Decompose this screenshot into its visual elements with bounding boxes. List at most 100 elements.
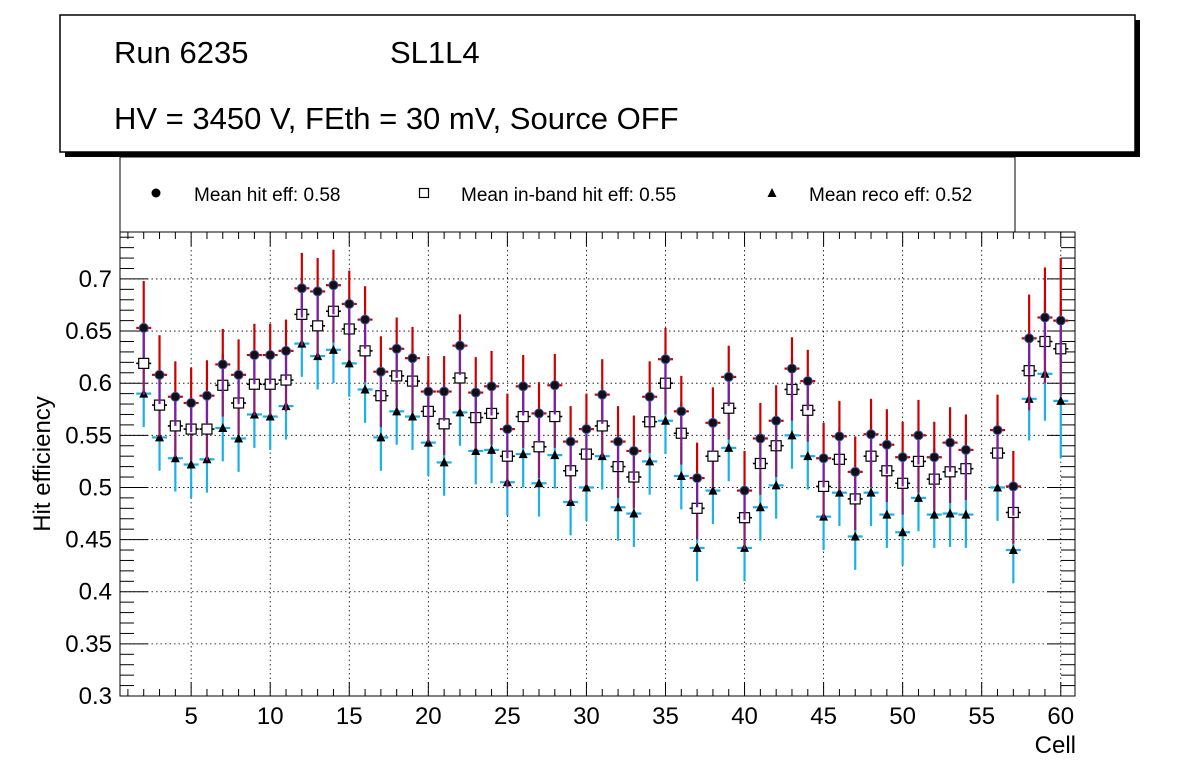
- reco-point: [1008, 545, 1018, 555]
- hit-point: [154, 369, 165, 380]
- hit-point: [897, 452, 908, 463]
- x-tick-label: 5: [184, 703, 197, 730]
- hit-point: [802, 376, 813, 387]
- reco-point: [234, 433, 244, 443]
- hit-point: [249, 350, 260, 361]
- reco-point: [376, 432, 386, 442]
- hit-point: [328, 280, 339, 291]
- reco-point: [392, 406, 402, 416]
- reco-point: [344, 358, 354, 368]
- legend-hit-label: Mean hit eff: 0.58: [194, 185, 340, 206]
- reco-point: [471, 445, 481, 455]
- hit-point: [186, 398, 197, 409]
- hit-point: [518, 381, 529, 392]
- hit-point: [850, 466, 861, 477]
- reco-point: [613, 502, 623, 512]
- inband-point: [201, 423, 213, 435]
- reco-point: [866, 487, 876, 497]
- axes: 5 10 15 20 25 30 35 40 45 50 55 60 0.3 0.35 0.4 0.45 0.5…: [65, 232, 1075, 730]
- legend-reco-marker: [767, 188, 777, 197]
- reco-point: [961, 509, 971, 519]
- reco-point: [1056, 395, 1066, 405]
- inband-point: [138, 357, 150, 369]
- reco-point: [660, 415, 670, 425]
- inband-point: [533, 441, 545, 453]
- legend: Mean hit eff: 0.58 Mean in-band hit eff:…: [119, 156, 1016, 233]
- run-label: Run 6235: [114, 35, 248, 70]
- y-tick-label: 0.6: [79, 370, 112, 397]
- hit-point: [771, 415, 782, 426]
- legend-inband-label: Mean in-band hit eff: 0.55: [461, 185, 676, 206]
- hit-point: [1008, 481, 1019, 492]
- hit-point: [866, 429, 877, 440]
- x-tick-label: 35: [652, 703, 679, 730]
- hit-point: [739, 485, 750, 496]
- hit-point: [660, 354, 671, 365]
- data-series: [136, 249, 1069, 584]
- hit-point: [581, 424, 592, 435]
- hit-point: [296, 283, 307, 294]
- y-tick-label: 0.45: [65, 527, 112, 554]
- reco-point: [913, 492, 923, 502]
- hit-point: [265, 350, 276, 361]
- legend-reco-label: Mean reco eff: 0.52: [809, 185, 972, 206]
- hit-point: [960, 444, 971, 455]
- reco-point: [186, 459, 196, 469]
- reco-point: [898, 527, 908, 537]
- reco-point: [803, 451, 813, 461]
- x-tick-label: 10: [257, 703, 284, 730]
- x-tick-label: 60: [1047, 703, 1074, 730]
- reco-point: [676, 470, 686, 480]
- info-box: Run 6235 SL1L4 HV = 3450 V, FEth = 30 mV…: [59, 14, 1140, 157]
- hit-point: [786, 363, 797, 374]
- hit-point: [723, 371, 734, 382]
- reco-point: [218, 423, 228, 433]
- reco-point: [265, 411, 275, 421]
- hit-point: [170, 391, 181, 402]
- y-tick-label: 0.5: [79, 474, 112, 501]
- hit-point: [1055, 315, 1066, 326]
- hit-point: [1024, 333, 1035, 344]
- reco-point: [439, 457, 449, 467]
- y-axis-title: Hit efficiency: [29, 396, 56, 532]
- reco-point: [360, 384, 370, 394]
- hit-point: [391, 343, 402, 354]
- reco-point: [581, 482, 591, 492]
- hit-point: [312, 286, 323, 297]
- reco-point: [787, 430, 797, 440]
- inband-point: [707, 450, 719, 462]
- reco-point: [929, 509, 939, 519]
- hit-point: [929, 452, 940, 463]
- reco-point: [882, 509, 892, 519]
- hit-point: [375, 366, 386, 377]
- chamber-label: SL1L4: [390, 35, 480, 70]
- x-tick-label: 40: [731, 703, 758, 730]
- reco-point: [455, 407, 465, 417]
- reco-point: [708, 485, 718, 495]
- x-tick-label: 30: [573, 703, 600, 730]
- reco-point: [550, 450, 560, 460]
- hit-point: [138, 322, 149, 333]
- x-tick-label: 20: [415, 703, 442, 730]
- y-tick-label: 0.4: [79, 579, 112, 606]
- hit-point: [360, 314, 371, 325]
- hit-point: [217, 359, 228, 370]
- x-tick-label: 15: [336, 703, 363, 730]
- x-tick-label: 50: [889, 703, 916, 730]
- hit-point: [992, 425, 1003, 436]
- reco-point: [534, 478, 544, 488]
- hit-point: [692, 473, 703, 484]
- hit-point: [834, 431, 845, 442]
- plot-frame: [119, 231, 1076, 697]
- reco-point: [724, 442, 734, 452]
- hit-point: [676, 406, 687, 417]
- reco-point: [692, 542, 702, 552]
- hit-point: [613, 436, 624, 447]
- reco-point: [993, 482, 1003, 492]
- reco-point: [645, 456, 655, 466]
- reco-point: [328, 344, 338, 354]
- y-tick-label: 0.55: [65, 422, 112, 449]
- y-tick-label: 0.65: [65, 318, 112, 345]
- hit-point: [1039, 312, 1050, 323]
- hit-point: [407, 353, 418, 364]
